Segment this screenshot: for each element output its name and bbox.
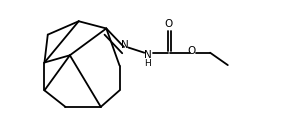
Text: O: O (188, 46, 196, 56)
Text: H: H (144, 59, 151, 68)
Text: N: N (121, 40, 129, 51)
Text: N: N (144, 50, 152, 60)
Text: O: O (164, 19, 172, 29)
